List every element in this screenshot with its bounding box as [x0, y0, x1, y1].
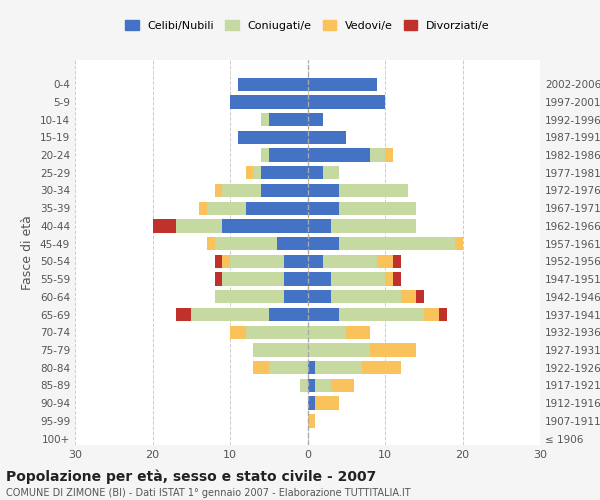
Text: Popolazione per età, sesso e stato civile - 2007: Popolazione per età, sesso e stato civil… [6, 470, 376, 484]
Bar [338, 308, 424, 321]
Bar [176, 220, 222, 232]
Bar [222, 272, 284, 285]
Bar [338, 184, 408, 197]
Bar [152, 220, 176, 232]
Bar [393, 272, 401, 285]
Bar [308, 361, 315, 374]
Bar [269, 148, 308, 162]
Bar [269, 113, 308, 126]
Bar [308, 254, 323, 268]
Text: COMUNE DI ZIMONE (BI) - Dati ISTAT 1° gennaio 2007 - Elaborazione TUTTITALIA.IT: COMUNE DI ZIMONE (BI) - Dati ISTAT 1° ge… [6, 488, 410, 498]
Bar [308, 396, 315, 410]
Bar [238, 78, 308, 91]
Bar [308, 379, 315, 392]
Bar [323, 166, 338, 179]
Bar [401, 290, 416, 304]
Bar [370, 148, 385, 162]
Bar [261, 166, 308, 179]
Bar [222, 254, 230, 268]
Bar [215, 254, 222, 268]
Bar [308, 78, 377, 91]
Bar [331, 220, 416, 232]
Bar [245, 326, 308, 339]
Bar [308, 166, 323, 179]
Bar [222, 184, 261, 197]
Y-axis label: Fasce di età: Fasce di età [22, 215, 34, 290]
Bar [253, 361, 269, 374]
Bar [269, 361, 308, 374]
Bar [385, 272, 393, 285]
Bar [370, 344, 416, 356]
Bar [308, 326, 346, 339]
Bar [323, 254, 377, 268]
Bar [230, 254, 284, 268]
Bar [222, 220, 308, 232]
Bar [308, 95, 385, 108]
Bar [338, 237, 455, 250]
Bar [269, 308, 308, 321]
Bar [331, 272, 385, 285]
Bar [308, 184, 338, 197]
Bar [331, 379, 354, 392]
Bar [377, 254, 393, 268]
Bar [308, 272, 331, 285]
Bar [245, 202, 308, 215]
Bar [284, 254, 308, 268]
Bar [315, 379, 331, 392]
Bar [245, 166, 253, 179]
Bar [315, 396, 338, 410]
Legend: Celibi/Nubili, Coniugati/e, Vedovi/e, Divorziati/e: Celibi/Nubili, Coniugati/e, Vedovi/e, Di… [121, 16, 494, 35]
Bar [230, 95, 308, 108]
Bar [308, 290, 331, 304]
Bar [238, 130, 308, 144]
Bar [207, 202, 245, 215]
Bar [253, 166, 261, 179]
Bar [277, 237, 308, 250]
Bar [261, 184, 308, 197]
Bar [176, 308, 191, 321]
Bar [284, 290, 308, 304]
Bar [331, 290, 401, 304]
Bar [439, 308, 447, 321]
Bar [455, 237, 463, 250]
Bar [215, 237, 277, 250]
Bar [253, 344, 308, 356]
Bar [308, 344, 370, 356]
Bar [308, 308, 338, 321]
Bar [230, 326, 245, 339]
Bar [308, 148, 370, 162]
Bar [308, 130, 346, 144]
Bar [338, 202, 416, 215]
Bar [308, 202, 338, 215]
Bar [199, 202, 207, 215]
Bar [215, 272, 222, 285]
Bar [300, 379, 308, 392]
Bar [207, 237, 215, 250]
Bar [308, 220, 331, 232]
Bar [215, 184, 222, 197]
Bar [385, 148, 393, 162]
Bar [191, 308, 269, 321]
Bar [362, 361, 401, 374]
Bar [215, 290, 284, 304]
Bar [261, 113, 269, 126]
Bar [393, 254, 401, 268]
Bar [424, 308, 439, 321]
Bar [416, 290, 424, 304]
Bar [308, 414, 315, 428]
Bar [308, 237, 338, 250]
Bar [315, 361, 362, 374]
Bar [284, 272, 308, 285]
Bar [346, 326, 370, 339]
Bar [261, 148, 269, 162]
Bar [308, 113, 323, 126]
